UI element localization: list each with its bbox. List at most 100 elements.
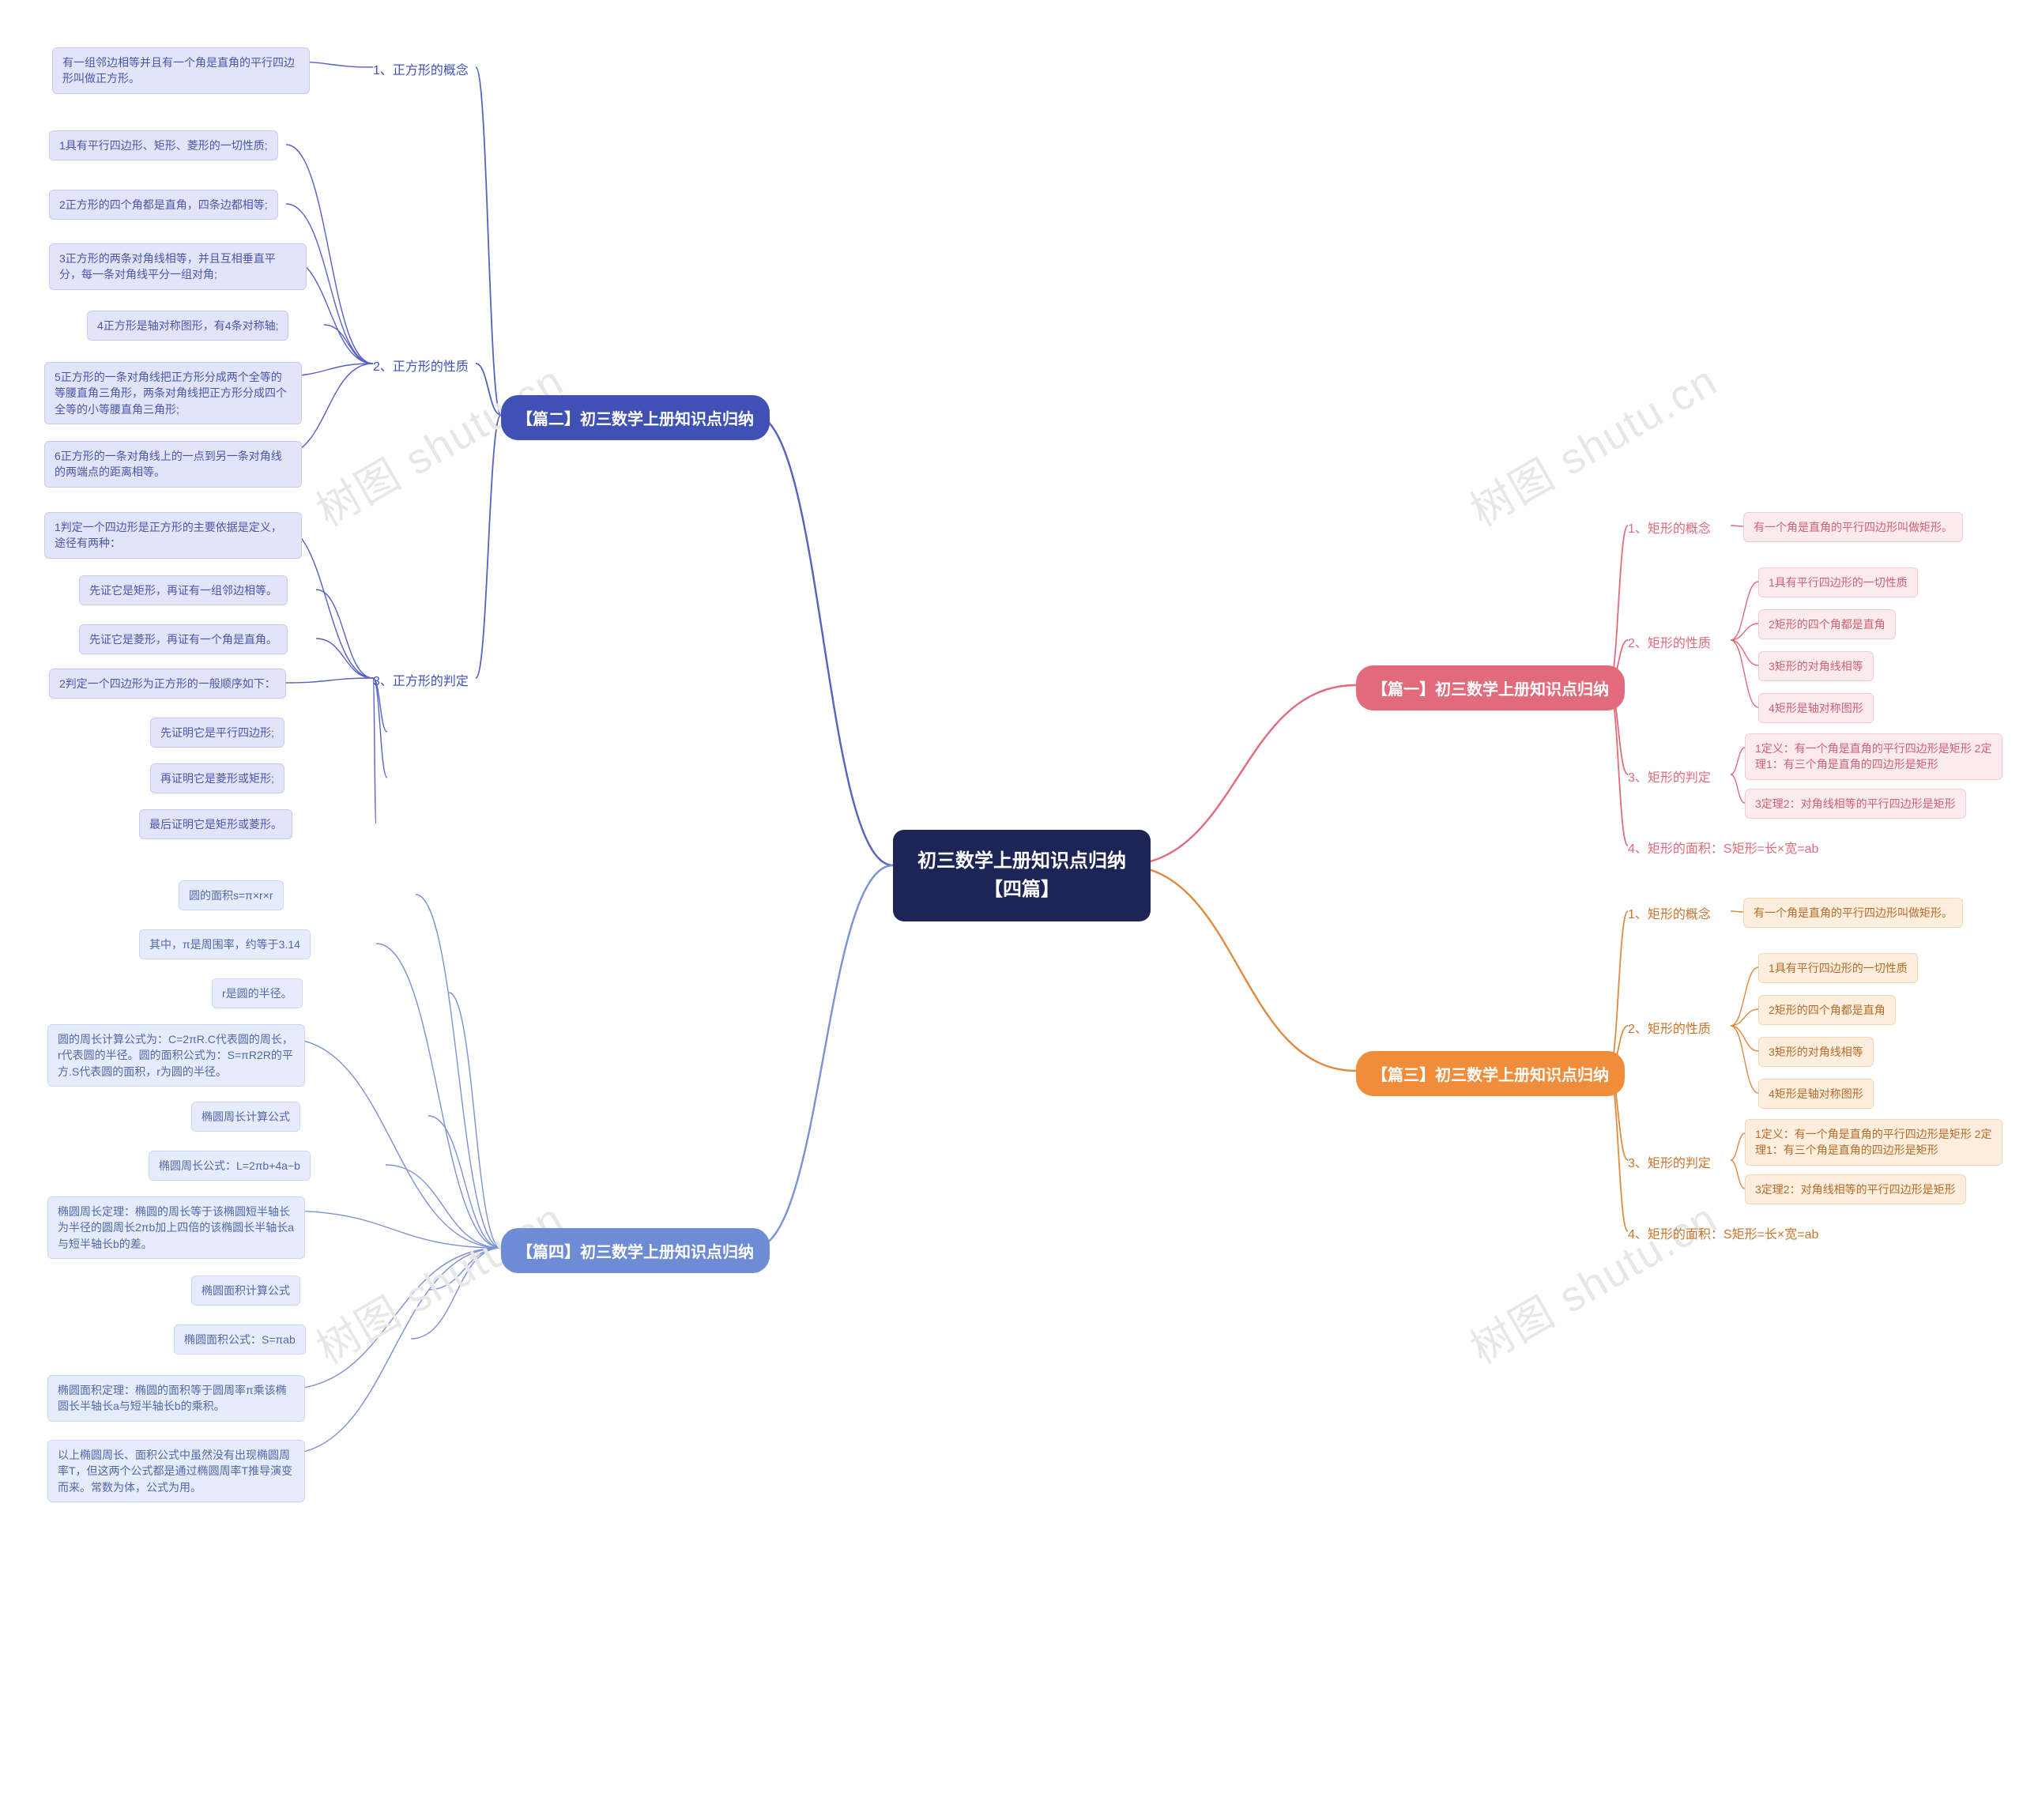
detail-box: 先证它是矩形，再证有一组邻边相等。 (79, 575, 288, 605)
sub-label-text: 4、矩形的面积：S矩形=长×宽=ab (1628, 842, 1818, 856)
sub-node-p1-s1[interactable]: 1、矩形的概念 (1628, 518, 1711, 537)
sub-label-text: 2、矩形的性质 (1628, 637, 1711, 650)
detail-box: 3矩形的对角线相等 (1758, 1037, 1874, 1067)
detail-box: 其中，π是周围率，约等于3.14 (139, 929, 311, 959)
detail-box: 最后证明它是矩形或菱形。 (139, 809, 292, 839)
sub-label-text: 1、矩形的概念 (1628, 522, 1711, 536)
detail-text: 3定理2：对角线相等的平行四边形是矩形 (1755, 797, 1956, 810)
branch-node-p2[interactable]: 【篇二】初三数学上册知识点归纳 (501, 395, 770, 440)
sub-label-text: 2、矩形的性质 (1628, 1023, 1711, 1036)
branch-label: 【篇三】初三数学上册知识点归纳 (1372, 1067, 1609, 1084)
detail-text: 4正方形是轴对称图形，有4条对称轴; (97, 319, 278, 332)
detail-text: 2矩形的四个角都是直角 (1769, 618, 1885, 631)
center-title-line2: 【四篇】 (907, 876, 1136, 904)
center-node[interactable]: 初三数学上册知识点归纳【四篇】 (893, 830, 1151, 921)
watermark: 树图 shutu.cn (1457, 1184, 1727, 1376)
sub-node-p3-s2[interactable]: 2、矩形的性质 (1628, 1018, 1711, 1037)
detail-box: 有一个角是直角的平行四边形叫做矩形。 (1743, 512, 1963, 542)
detail-box: 4正方形是轴对称图形，有4条对称轴; (87, 311, 288, 341)
detail-box: 2正方形的四个角都是直角，四条边都相等; (49, 190, 278, 220)
sub-label-text: 3、正方形的判定 (373, 675, 469, 688)
detail-text: 先证它是菱形，再证有一个角是直角。 (89, 633, 277, 646)
detail-text: 圆的面积s=π×r×r (189, 889, 273, 902)
detail-text: 椭圆周长计算公式 (202, 1110, 290, 1123)
branch-node-p3[interactable]: 【篇三】初三数学上册知识点归纳 (1356, 1051, 1625, 1096)
detail-text: 3正方形的两条对角线相等，并且互相垂直平分，每一条对角线平分一组对角; (59, 252, 276, 281)
detail-text: 椭圆面积定理：椭圆的面积等于圆周率π乘该椭圆长半轴长a与短半轴长b的乘积。 (58, 1384, 287, 1412)
branch-node-p1[interactable]: 【篇一】初三数学上册知识点归纳 (1356, 665, 1625, 710)
detail-box: 5正方形的一条对角线把正方形分成两个全等的等腰直角三角形，两条对角线把正方形分成… (44, 362, 302, 424)
sub-node-p3-s1[interactable]: 1、矩形的概念 (1628, 903, 1711, 922)
detail-box: 圆的面积s=π×r×r (179, 880, 284, 910)
branch-label: 【篇一】初三数学上册知识点归纳 (1372, 681, 1609, 699)
detail-box: 3定理2：对角线相等的平行四边形是矩形 (1745, 1174, 1966, 1204)
sub-label-text: 3、矩形的判定 (1628, 1157, 1711, 1170)
detail-text: 再证明它是菱形或矩形; (160, 772, 274, 785)
detail-text: 2矩形的四个角都是直角 (1769, 1004, 1885, 1016)
sub-node-p3-s3[interactable]: 3、矩形的判定 (1628, 1152, 1711, 1171)
detail-text: 4矩形是轴对称图形 (1769, 702, 1863, 714)
detail-box: 2矩形的四个角都是直角 (1758, 995, 1896, 1025)
sub-node-p2-s1[interactable]: 1、正方形的概念 (373, 59, 469, 78)
detail-box: 椭圆周长公式：L=2πb+4a−b (149, 1151, 311, 1181)
sub-node-p2-s3[interactable]: 3、正方形的判定 (373, 670, 469, 689)
detail-box: 1定义：有一个角是直角的平行四边形是矩形 2定理1：有三个角是直角的四边形是矩形 (1745, 733, 2002, 780)
detail-text: 椭圆周长公式：L=2πb+4a−b (159, 1159, 300, 1172)
detail-text: 以上椭圆周长、面积公式中虽然没有出现椭圆周率T，但这两个公式都是通过椭圆周率T推… (58, 1449, 292, 1494)
sub-label-text: 1、正方形的概念 (373, 64, 469, 77)
detail-text: 5正方形的一条对角线把正方形分成两个全等的等腰直角三角形，两条对角线把正方形分成… (55, 371, 287, 416)
detail-text: 先证它是矩形，再证有一组邻边相等。 (89, 584, 277, 597)
detail-box: 1具有平行四边形的一切性质 (1758, 567, 1918, 597)
detail-text: 先证明它是平行四边形; (160, 726, 274, 739)
branch-label: 【篇二】初三数学上册知识点归纳 (517, 411, 754, 428)
detail-box: 1定义：有一个角是直角的平行四边形是矩形 2定理1：有三个角是直角的四边形是矩形 (1745, 1119, 2002, 1166)
detail-box: 6正方形的一条对角线上的一点到另一条对角线的两端点的距离相等。 (44, 441, 302, 488)
detail-box: 先证明它是平行四边形; (150, 718, 284, 748)
sub-node-p1-s3[interactable]: 3、矩形的判定 (1628, 767, 1711, 786)
sub-node-p1-s4[interactable]: 4、矩形的面积：S矩形=长×宽=ab (1628, 838, 1818, 857)
mindmap-canvas: 树图 shutu.cn 树图 shutu.cn 树图 shutu.cn 树图 shut… (0, 0, 2023, 1820)
detail-text: 椭圆面积公式：S=πab (184, 1333, 296, 1346)
sub-node-p2-s2[interactable]: 2、正方形的性质 (373, 356, 469, 375)
detail-box: 2矩形的四个角都是直角 (1758, 609, 1896, 639)
detail-text: 4矩形是轴对称图形 (1769, 1087, 1863, 1100)
watermark: 树图 shutu.cn (303, 1184, 574, 1376)
detail-box: 3矩形的对角线相等 (1758, 651, 1874, 681)
detail-box: 4矩形是轴对称图形 (1758, 1079, 1874, 1109)
detail-text: 3矩形的对角线相等 (1769, 660, 1863, 673)
detail-text: 有一个角是直角的平行四边形叫做矩形。 (1754, 521, 1953, 533)
detail-text: 2判定一个四边形为正方形的一般顺序如下： (59, 677, 276, 690)
detail-text: 1判定一个四边形是正方形的主要依据是定义，途径有两种： (55, 521, 282, 549)
detail-box: 再证明它是菱形或矩形; (150, 763, 284, 793)
detail-text: 1具有平行四边形、矩形、菱形的一切性质; (59, 139, 268, 152)
detail-box: 3定理2：对角线相等的平行四边形是矩形 (1745, 789, 1966, 819)
detail-box: 椭圆周长定理：椭圆的周长等于该椭圆短半轴长为半径的圆周长2πb加上四倍的该椭圆长… (47, 1196, 305, 1259)
detail-box: 椭圆面积计算公式 (191, 1276, 300, 1306)
detail-box: 1判定一个四边形是正方形的主要依据是定义，途径有两种： (44, 512, 302, 559)
watermark: 树图 shutu.cn (1457, 346, 1727, 538)
detail-box: 1具有平行四边形的一切性质 (1758, 953, 1918, 983)
sub-label-text: 4、矩形的面积：S矩形=长×宽=ab (1628, 1228, 1818, 1242)
detail-box: 先证它是菱形，再证有一个角是直角。 (79, 624, 288, 654)
detail-text: 3定理2：对角线相等的平行四边形是矩形 (1755, 1183, 1956, 1196)
detail-box: 有一个角是直角的平行四边形叫做矩形。 (1743, 898, 1963, 928)
detail-box: 1具有平行四边形、矩形、菱形的一切性质; (49, 130, 278, 160)
sub-node-p1-s2[interactable]: 2、矩形的性质 (1628, 632, 1711, 651)
detail-box: 2判定一个四边形为正方形的一般顺序如下： (49, 669, 286, 699)
watermark: 树图 shutu.cn (303, 346, 574, 538)
sub-label-text: 1、矩形的概念 (1628, 908, 1711, 921)
detail-text: 1定义：有一个角是直角的平行四边形是矩形 2定理1：有三个角是直角的四边形是矩形 (1755, 1128, 1991, 1156)
sub-label-text: 3、矩形的判定 (1628, 771, 1711, 785)
detail-text: 其中，π是周围率，约等于3.14 (149, 938, 300, 951)
sub-node-p3-s4[interactable]: 4、矩形的面积：S矩形=长×宽=ab (1628, 1223, 1818, 1242)
branch-node-p4[interactable]: 【篇四】初三数学上册知识点归纳 (501, 1228, 770, 1273)
detail-box: 以上椭圆周长、面积公式中虽然没有出现椭圆周率T，但这两个公式都是通过椭圆周率T推… (47, 1440, 305, 1502)
detail-box: 椭圆面积定理：椭圆的面积等于圆周率π乘该椭圆长半轴长a与短半轴长b的乘积。 (47, 1375, 305, 1422)
detail-text: 6正方形的一条对角线上的一点到另一条对角线的两端点的距离相等。 (55, 450, 282, 478)
detail-box: 有一组邻边相等并且有一个角是直角的平行四边形叫做正方形。 (52, 47, 310, 94)
center-title-line1: 初三数学上册知识点归纳 (907, 847, 1136, 876)
detail-text: 最后证明它是矩形或菱形。 (149, 818, 282, 831)
detail-box: 圆的周长计算公式为：C=2πR.C代表圆的周长，r代表圆的半径。圆的面积公式为：… (47, 1024, 305, 1087)
detail-box: 椭圆面积公式：S=πab (174, 1324, 306, 1355)
detail-box: r是圆的半径。 (212, 978, 303, 1008)
